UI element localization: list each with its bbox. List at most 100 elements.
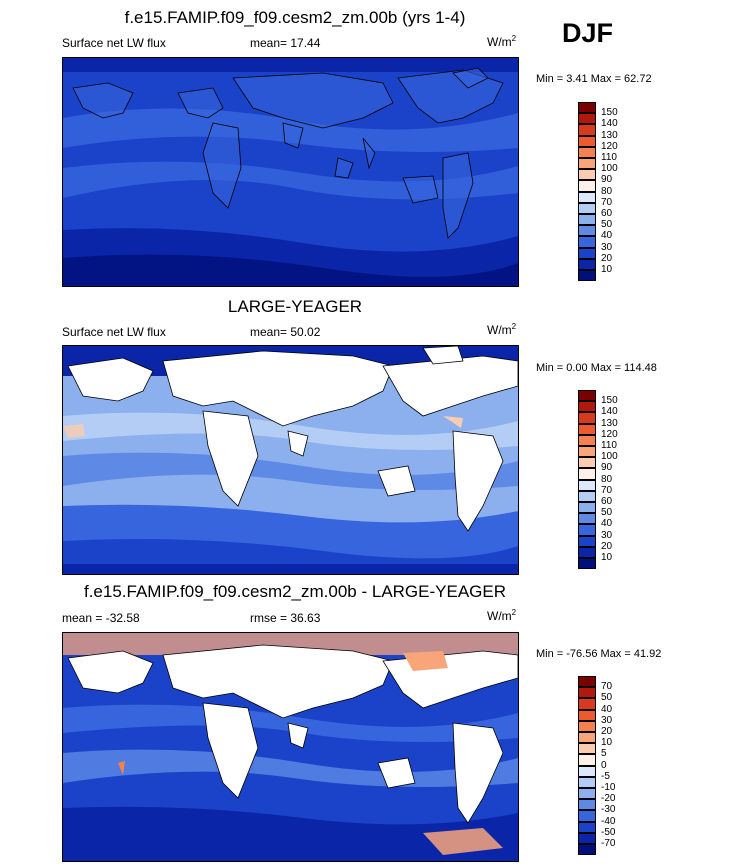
colorbar-box: [578, 270, 596, 282]
map-diff: [62, 632, 519, 862]
colorbar-label: 10: [601, 737, 613, 749]
colorbar-box: [578, 821, 596, 833]
colorbar-label: 90: [601, 174, 613, 186]
colorbar-label: 5: [601, 748, 607, 760]
colorbar-label: -70: [601, 838, 616, 849]
panel-title: f.e15.FAMIP.f09_f09.cesm2_zm.00b - LARGE…: [83, 582, 507, 601]
colorbar-label: -20: [601, 793, 616, 805]
map-obs: [62, 345, 519, 575]
colorbar-box: [578, 169, 596, 181]
colorbar-label: 100: [601, 163, 618, 175]
colorbar-label: 140: [601, 406, 618, 418]
colorbar-box: [578, 844, 596, 856]
colorbar-box: [578, 102, 596, 114]
colorbar-box: [578, 558, 596, 570]
panel-center-label: rmse = 36.63: [250, 611, 321, 625]
colorbar-box: [578, 146, 596, 158]
colorbar-box: [578, 158, 596, 170]
colorbar-label: 10: [601, 552, 613, 563]
colorbar-label: 80: [601, 473, 613, 485]
colorbar-label: 40: [601, 518, 613, 530]
season-label: DJF: [562, 18, 614, 48]
colorbar-label: 10: [601, 264, 613, 275]
panel-units: W/m2: [487, 608, 517, 623]
colorbar-label: 40: [601, 703, 613, 715]
colorbar-box: [578, 502, 596, 514]
panel-center-label: mean= 50.02: [250, 325, 321, 339]
colorbar-box: [578, 546, 596, 558]
colorbar-label: -5: [601, 770, 610, 782]
colorbar-box: [578, 698, 596, 710]
colorbar-label: 30: [601, 529, 613, 541]
colorbar-label: 120: [601, 140, 618, 152]
colorbar-box: [578, 135, 596, 147]
colorbar-box: [578, 709, 596, 721]
panel-left-label: Surface net LW flux: [62, 325, 166, 339]
colorbar-box: [578, 468, 596, 480]
map-model: [62, 57, 519, 287]
colorbar-label: 130: [601, 417, 618, 429]
colorbar-box: [578, 446, 596, 458]
colorbar-label: 70: [601, 196, 613, 208]
colorbar-box: [578, 810, 596, 822]
colorbar-box: [578, 390, 596, 402]
colorbar-label: 110: [601, 440, 617, 451]
colorbar-box: [578, 799, 596, 811]
colorbar-box: [578, 214, 596, 226]
colorbar-box: [578, 412, 596, 424]
panel-left-label: Surface net LW flux: [62, 36, 166, 50]
panel-minmax: Min = 3.41 Max = 62.72: [536, 73, 652, 85]
colorbar-box: [578, 535, 596, 547]
colorbar-box: [578, 258, 596, 270]
colorbar-label: 80: [601, 185, 613, 197]
panel-units: W/m2: [487, 322, 517, 337]
colorbar-label: 120: [601, 428, 618, 440]
panel-units: W/m2: [487, 34, 517, 49]
colorbar-box: [578, 490, 596, 502]
colorbar-box: [578, 687, 596, 699]
colorbar-label: 0: [601, 759, 607, 771]
colorbar-label: 30: [601, 714, 613, 726]
colorbar-box: [578, 513, 596, 525]
colorbar-label: -50: [601, 826, 616, 838]
colorbar-box: [578, 202, 596, 214]
colorbar-box: [578, 788, 596, 800]
panel-title: f.e15.FAMIP.f09_f09.cesm2_zm.00b (yrs 1-…: [124, 8, 466, 27]
colorbar-label: 60: [601, 208, 613, 219]
colorbar-box: [578, 180, 596, 192]
colorbar-label: 30: [601, 241, 613, 253]
colorbar-label: 50: [601, 692, 613, 704]
colorbar-box: [578, 832, 596, 844]
colorbar-box: [578, 236, 596, 248]
colorbar-label: 20: [601, 540, 613, 552]
colorbar-label: 130: [601, 129, 618, 141]
colorbar-box: [578, 765, 596, 777]
colorbar-label: 60: [601, 496, 613, 507]
colorbar-box: [578, 113, 596, 125]
colorbar-label: 90: [601, 462, 613, 474]
panel-center-label: mean= 17.44: [250, 36, 321, 50]
colorbar-box: [578, 754, 596, 766]
panel-left-label: mean = -32.58: [62, 611, 140, 625]
colorbar-box: [578, 479, 596, 491]
colorbar-label: 110: [601, 152, 617, 163]
colorbar-label: -10: [601, 782, 616, 793]
colorbar-label: 50: [601, 219, 613, 231]
colorbar-box: [578, 247, 596, 259]
colorbar-label: 40: [601, 230, 613, 242]
colorbar-label: 70: [601, 484, 613, 496]
panel-title: LARGE-YEAGER: [227, 297, 363, 316]
colorbar-box: [578, 676, 596, 688]
colorbar-label: 100: [601, 451, 618, 463]
colorbar-label: 20: [601, 726, 613, 737]
colorbar-label: 150: [601, 395, 618, 407]
colorbar-box: [578, 401, 596, 413]
colorbar-box: [578, 434, 596, 446]
colorbar-box: [578, 225, 596, 237]
colorbar-box: [578, 423, 596, 435]
colorbar-box: [578, 124, 596, 136]
colorbar-label: 20: [601, 252, 613, 264]
colorbar-label: 140: [601, 118, 618, 130]
panel-minmax: Min = 0.00 Max = 114.48: [536, 362, 657, 374]
colorbar-box: [578, 776, 596, 788]
